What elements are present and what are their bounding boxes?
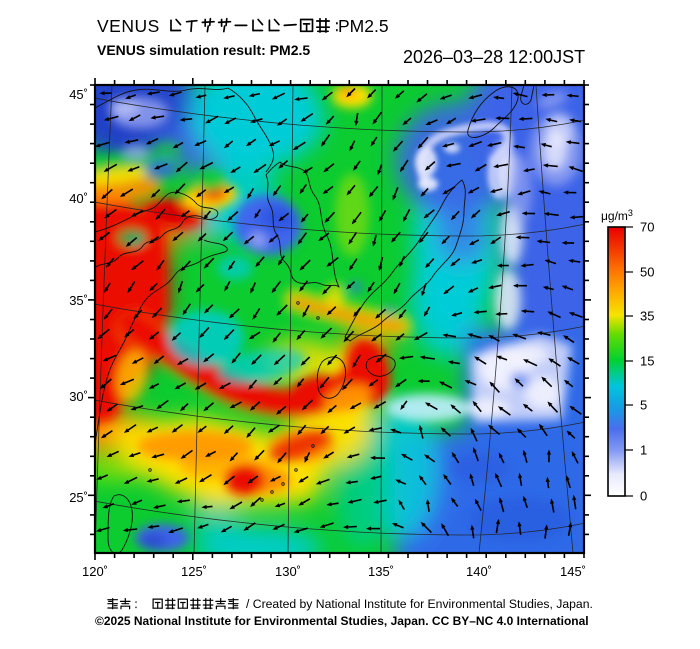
svg-text:30˚: 30˚ (69, 389, 88, 404)
svg-text:VENUS simulation result: PM2.5: VENUS simulation result: PM2.5 (97, 42, 310, 58)
svg-text:15: 15 (640, 354, 654, 369)
svg-text:125˚: 125˚ (181, 564, 207, 579)
svg-text:/ Created by National Institut: / Created by National Institute for Envi… (246, 597, 593, 611)
svg-text:40˚: 40˚ (69, 191, 88, 206)
svg-text:130˚: 130˚ (275, 564, 301, 579)
svg-text:0: 0 (640, 489, 647, 504)
svg-text:PM2.5: PM2.5 (338, 16, 389, 36)
svg-text:50: 50 (640, 265, 654, 280)
svg-text:45˚: 45˚ (69, 87, 88, 102)
svg-text:μg/m3: μg/m3 (601, 208, 633, 223)
svg-text:35: 35 (640, 309, 654, 324)
svg-text:1: 1 (640, 443, 647, 458)
svg-text:VENUS: VENUS (97, 16, 160, 36)
svg-text:35˚: 35˚ (69, 293, 88, 308)
svg-text:70: 70 (640, 220, 654, 235)
svg-text:2026–03–28 12:00JST: 2026–03–28 12:00JST (403, 47, 585, 67)
svg-text:©2025 National Institute for E: ©2025 National Institute for Environment… (95, 614, 589, 628)
svg-text:140˚: 140˚ (466, 564, 492, 579)
svg-text:145˚: 145˚ (560, 564, 586, 579)
svg-text:120˚: 120˚ (82, 564, 108, 579)
svg-text:135˚: 135˚ (368, 564, 394, 579)
svg-text:25˚: 25˚ (69, 490, 88, 505)
svg-text:5: 5 (640, 398, 647, 413)
